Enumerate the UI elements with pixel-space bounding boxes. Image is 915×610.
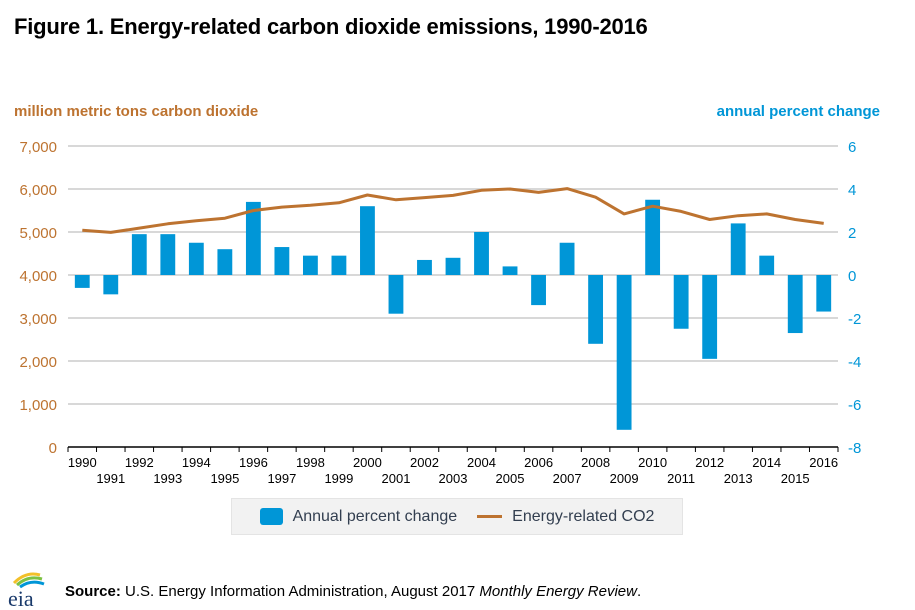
- legend-line-label: Energy-related CO2: [512, 507, 655, 525]
- right-tick-label: 0: [848, 268, 856, 285]
- legend: Annual percent change Energy-related CO2: [231, 498, 683, 535]
- left-tick-label: 7,000: [19, 139, 57, 156]
- bar-2006: [531, 275, 546, 306]
- x-tick-label: 2005: [496, 471, 525, 486]
- bar-2010: [645, 199, 661, 275]
- x-tick-label: 2002: [410, 455, 439, 470]
- right-tick-label: -2: [848, 311, 861, 328]
- x-tick-label: 2009: [610, 471, 639, 486]
- bar-2005: [502, 266, 518, 275]
- bar-2002: [417, 259, 432, 275]
- x-tick-label: 2012: [695, 455, 724, 470]
- x-tick-label: 2016: [809, 455, 838, 470]
- bar-2000: [360, 206, 375, 275]
- logo-text: eia: [8, 586, 34, 609]
- right-tick-label: 4: [848, 182, 856, 199]
- x-tick-label: 2008: [581, 455, 610, 470]
- x-tick-label: 2014: [752, 455, 781, 470]
- x-tick-label: 2006: [524, 455, 553, 470]
- left-tick-label: 1,000: [19, 397, 57, 414]
- x-tick-label: 1990: [68, 455, 97, 470]
- bar-1992: [131, 234, 147, 275]
- bar-1997: [274, 247, 290, 275]
- left-tick-label: 0: [49, 440, 57, 457]
- bar-1996: [245, 201, 261, 275]
- bar-2008: [588, 275, 604, 344]
- left-tick-label: 5,000: [19, 225, 57, 242]
- left-axis-label: million metric tons carbon dioxide: [14, 103, 259, 120]
- left-tick-label: 6,000: [19, 182, 57, 199]
- source-end: .: [636, 583, 642, 600]
- x-tick-label: 2013: [724, 471, 753, 486]
- bar-2015: [787, 275, 803, 334]
- bar-2003: [445, 257, 461, 275]
- eia-logo-icon: eia: [8, 572, 45, 609]
- x-tick-label: 2004: [467, 455, 496, 470]
- bar-2011: [673, 275, 689, 329]
- legend-bar-swatch: [259, 508, 283, 525]
- x-tick-label: 2010: [638, 455, 667, 470]
- x-tick-label: 2003: [439, 471, 468, 486]
- source-label: Source:: [65, 583, 121, 600]
- bar-1990: [74, 275, 90, 288]
- right-axis-label: annual percent change: [716, 103, 880, 120]
- bar-1993: [160, 234, 176, 275]
- legend-bar-label: Annual percent change: [292, 507, 458, 525]
- bar-1998: [302, 255, 318, 275]
- footer: eia Source: U.S. Energy Information Admi…: [0, 565, 915, 610]
- x-tick-label: 2015: [781, 471, 810, 486]
- x-tick-label: 1997: [267, 471, 296, 486]
- bar-1991: [103, 275, 119, 295]
- chart-title: Figure 1. Energy-related carbon dioxide …: [14, 14, 648, 39]
- chart-plot: 0 1,000 2,000 3,000 4,000 5,000 6,000 7,000 -8 -6…: [19, 139, 861, 486]
- bar-2001: [388, 275, 404, 314]
- bar-2013: [730, 223, 746, 275]
- x-tick-label: 2000: [353, 455, 382, 470]
- bar-1995: [217, 249, 233, 275]
- bar-2009: [616, 275, 632, 430]
- x-tick-label: 1991: [96, 471, 125, 486]
- x-tick-label: 2011: [667, 471, 695, 486]
- source-publication: Monthly Energy Review: [479, 583, 637, 600]
- x-tick-label: 1994: [182, 455, 211, 470]
- x-tick-label: 1998: [296, 455, 325, 470]
- x-tick-label: 1992: [125, 455, 154, 470]
- bar-2012: [702, 275, 718, 359]
- x-tick-label: 1996: [239, 455, 268, 470]
- co2-line: [82, 187, 824, 234]
- x-tick-label: 1999: [324, 471, 353, 486]
- left-tick-label: 2,000: [19, 354, 57, 371]
- bar-2016: [816, 275, 832, 312]
- right-tick-label: -4: [848, 354, 861, 371]
- x-tick-label: 2001: [382, 471, 411, 486]
- source-text: U.S. Energy Information Administration, …: [120, 583, 480, 600]
- bar-2004: [474, 232, 489, 275]
- left-tick-label: 3,000: [19, 311, 57, 328]
- right-tick-label: -8: [848, 440, 861, 457]
- legend-line-swatch: [477, 515, 503, 518]
- right-tick-label: 2: [848, 225, 856, 242]
- bar-2007: [559, 242, 575, 275]
- right-tick-label: -6: [848, 397, 861, 414]
- left-tick-label: 4,000: [19, 268, 57, 285]
- x-tick-label: 1995: [210, 471, 239, 486]
- right-tick-label: 6: [848, 139, 856, 156]
- x-tick-label: 1993: [153, 471, 182, 486]
- bar-2014: [759, 255, 775, 275]
- bar-1994: [188, 242, 204, 275]
- bar-1999: [331, 255, 347, 275]
- x-tick-label: 2007: [553, 471, 582, 486]
- source-note: Source: U.S. Energy Information Administ…: [65, 583, 641, 600]
